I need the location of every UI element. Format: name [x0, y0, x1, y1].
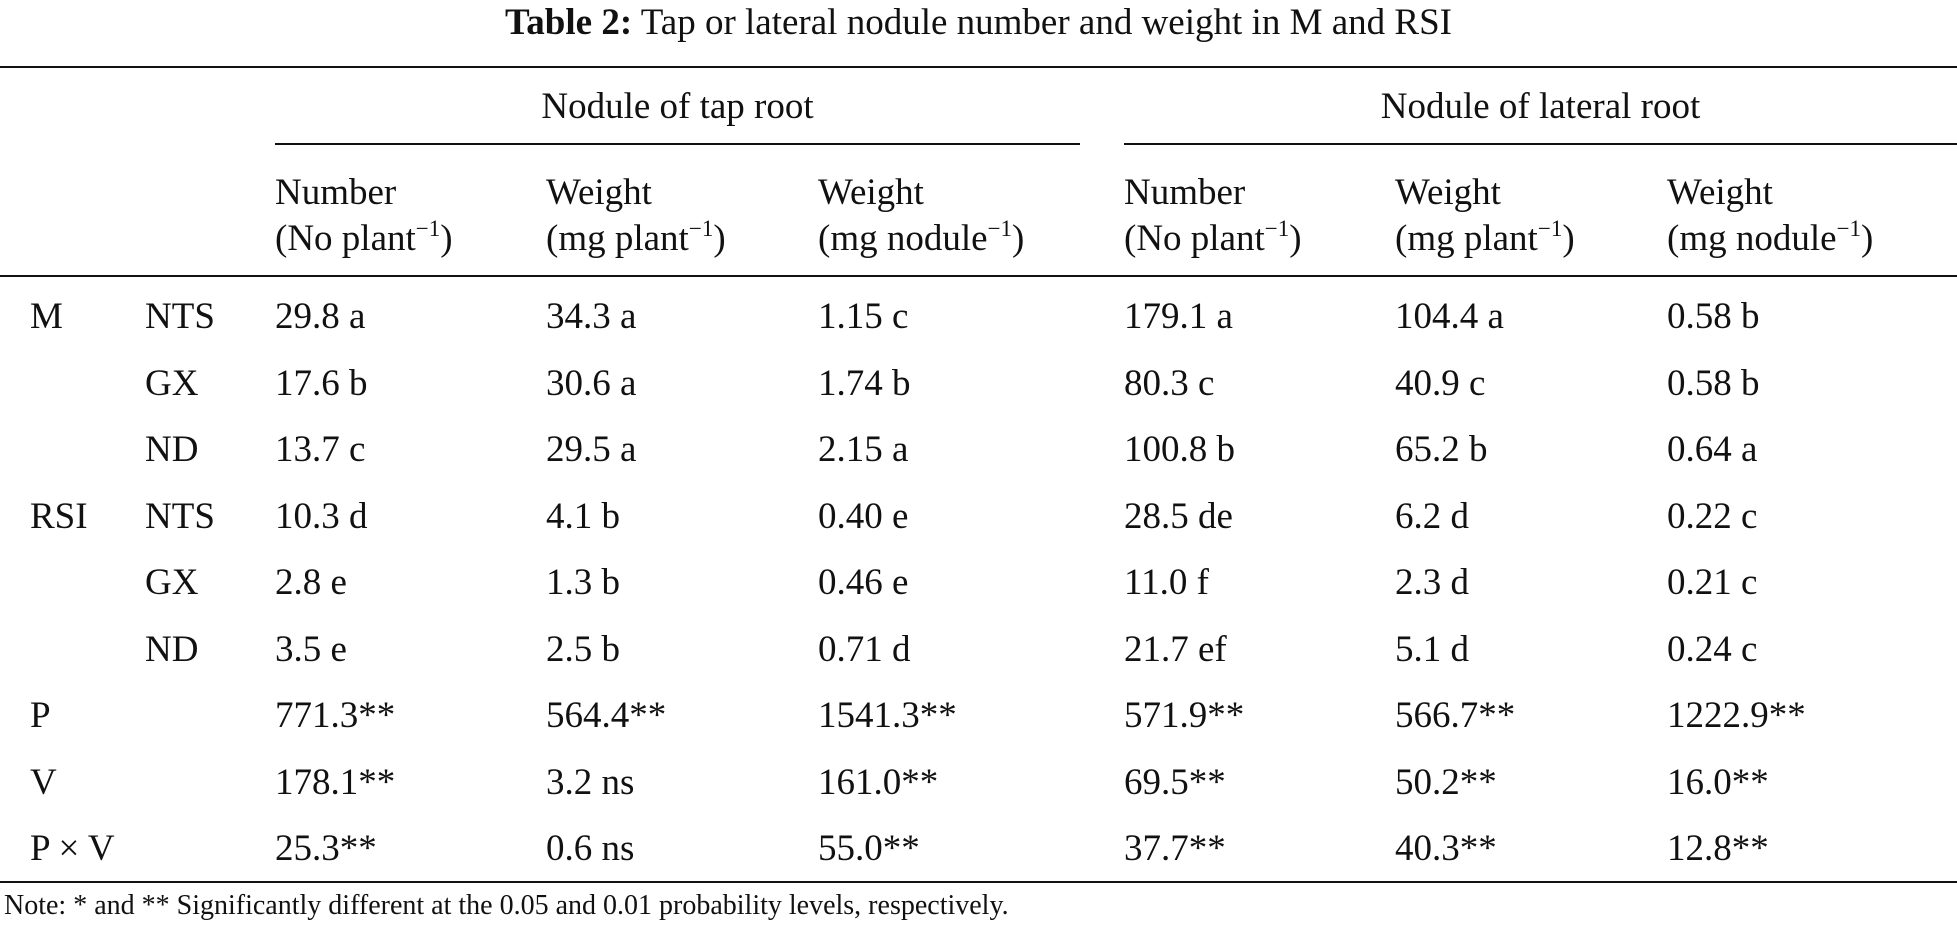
table-cell: 1541.3** — [818, 695, 957, 736]
group-underline-tap-root — [275, 143, 1080, 145]
column-header-unit: (No plant−1) — [1124, 216, 1302, 259]
column-header-unit: (No plant−1) — [275, 216, 453, 259]
table-cell: 13.7 c — [275, 429, 366, 470]
table-cell: 29.8 a — [275, 296, 366, 337]
table-cell: 4.1 b — [546, 496, 620, 537]
column-header-unit: (mg plant−1) — [546, 216, 726, 259]
table-cell: 6.2 d — [1395, 496, 1469, 537]
table-cell: 21.7 ef — [1124, 629, 1227, 670]
row-group-label: V — [30, 762, 57, 803]
table-cell: 40.9 c — [1395, 363, 1486, 404]
row-variety-label: ND — [145, 429, 199, 470]
table-cell: 0.22 c — [1667, 496, 1758, 537]
table-cell: 0.46 e — [818, 562, 909, 603]
table-cell: 69.5** — [1124, 762, 1226, 803]
table-cell: 0.24 c — [1667, 629, 1758, 670]
table-cell: 571.9** — [1124, 695, 1245, 736]
table-cell: 80.3 c — [1124, 363, 1215, 404]
table-cell: 11.0 f — [1124, 562, 1209, 603]
column-header: Weight (mg nodule−1) — [1667, 170, 1873, 266]
table-label: Table 2: — [505, 2, 633, 43]
group-underline-lateral-root — [1124, 143, 1957, 145]
row-group-label: RSI — [30, 496, 88, 537]
table-cell: 179.1 a — [1124, 296, 1233, 337]
table-cell: 12.8** — [1667, 828, 1769, 869]
column-header-name: Weight — [1395, 172, 1501, 213]
table-cell: 34.3 a — [546, 296, 637, 337]
row-variety-label: ND — [145, 629, 199, 670]
group-header-lateral-root: Nodule of lateral root — [1380, 86, 1701, 127]
header-rule — [0, 275, 1957, 277]
row-group-label: M — [30, 296, 63, 337]
table-cell: 65.2 b — [1395, 429, 1488, 470]
table-cell: 564.4** — [546, 695, 667, 736]
column-header: Weight (mg nodule−1) — [818, 170, 1024, 266]
table-cell: 1.3 b — [546, 562, 620, 603]
table-cell: 25.3** — [275, 828, 377, 869]
column-header-name: Weight — [818, 172, 924, 213]
top-rule — [0, 66, 1957, 68]
table-cell: 1222.9** — [1667, 695, 1806, 736]
group-header-tap-root: Nodule of tap root — [541, 86, 814, 127]
table-cell: 37.7** — [1124, 828, 1226, 869]
column-header-name: Number — [275, 172, 397, 213]
table-cell: 0.6 ns — [546, 828, 635, 869]
table-cell: 2.3 d — [1395, 562, 1469, 603]
column-header-name: Number — [1124, 172, 1246, 213]
table-cell: 0.64 a — [1667, 429, 1758, 470]
table-cell: 2.8 e — [275, 562, 347, 603]
table-cell: 104.4 a — [1395, 296, 1504, 337]
column-header: Number (No plant−1) — [275, 170, 453, 266]
table-cell: 0.58 b — [1667, 296, 1760, 337]
table-cell: 50.2** — [1395, 762, 1497, 803]
row-variety-label: NTS — [145, 296, 215, 337]
bottom-rule — [0, 881, 1957, 883]
row-variety-label: GX — [145, 363, 199, 404]
table-cell: 55.0** — [818, 828, 920, 869]
table-cell: 161.0** — [818, 762, 939, 803]
table-cell: 10.3 d — [275, 496, 368, 537]
table-title: Table 2: Tap or lateral nodule number an… — [0, 0, 1957, 48]
table-cell: 16.0** — [1667, 762, 1769, 803]
table-cell: 771.3** — [275, 695, 396, 736]
column-header: Weight (mg plant−1) — [546, 170, 726, 266]
table-cell: 3.5 e — [275, 629, 347, 670]
column-header-unit: (mg nodule−1) — [1667, 216, 1874, 259]
table-cell: 0.58 b — [1667, 363, 1760, 404]
column-header-unit: (mg plant−1) — [1395, 216, 1575, 259]
column-header: Number (No plant−1) — [1124, 170, 1302, 266]
table-cell: 178.1** — [275, 762, 396, 803]
column-header-name: Weight — [546, 172, 652, 213]
table-cell: 0.71 d — [818, 629, 911, 670]
table-cell: 100.8 b — [1124, 429, 1235, 470]
table-cell: 1.15 c — [818, 296, 909, 337]
table-cell: 40.3** — [1395, 828, 1497, 869]
row-variety-label: GX — [145, 562, 199, 603]
table-cell: 2.15 a — [818, 429, 909, 470]
table-cell: 28.5 de — [1124, 496, 1233, 537]
table-cell: 5.1 d — [1395, 629, 1469, 670]
row-group-label: P × V — [30, 828, 115, 869]
table-note: Note: * and ** Significantly different a… — [4, 890, 1009, 921]
table-cell: 1.74 b — [818, 363, 911, 404]
table-cell: 3.2 ns — [546, 762, 635, 803]
row-group-label: P — [30, 695, 51, 736]
column-header: Weight (mg plant−1) — [1395, 170, 1575, 266]
table-cell: 566.7** — [1395, 695, 1516, 736]
column-header-unit: (mg nodule−1) — [818, 216, 1025, 259]
table-cell: 2.5 b — [546, 629, 620, 670]
table-cell: 17.6 b — [275, 363, 368, 404]
row-variety-label: NTS — [145, 496, 215, 537]
table-cell: 30.6 a — [546, 363, 637, 404]
table-cell: 0.21 c — [1667, 562, 1758, 603]
table-cell: 0.40 e — [818, 496, 909, 537]
table-caption: Tap or lateral nodule number and weight … — [640, 2, 1452, 43]
column-header-name: Weight — [1667, 172, 1773, 213]
table-cell: 29.5 a — [546, 429, 637, 470]
